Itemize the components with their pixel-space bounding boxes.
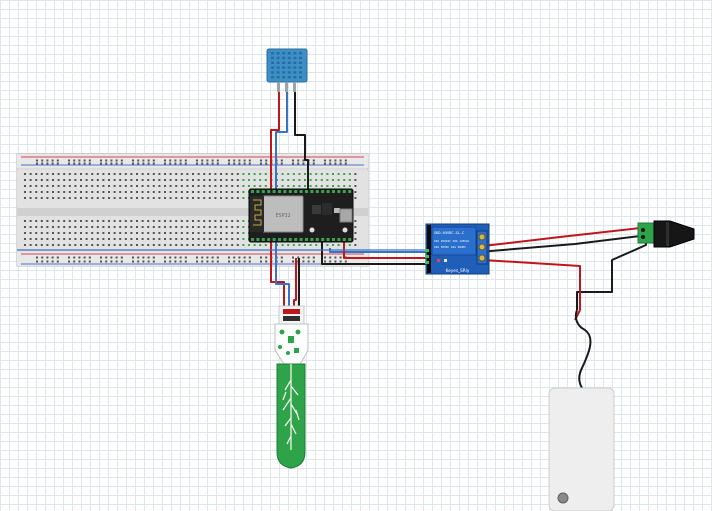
soil-moisture-sensor[interactable] [274,305,309,469]
relay-rating-line-1: 10A 250VAC 10A 125VAC [434,239,470,243]
wire-relay-red [343,238,426,259]
dht-sensor-grille [271,52,302,79]
wires [17,82,647,389]
wire-soil-red [293,258,297,307]
relay-terminal[interactable] [478,233,486,241]
wire-relay-pump-red [482,259,581,321]
esp32-board-text: ESP32 [275,213,290,219]
wire-relay-dcjack-black [477,235,647,310]
wire-dht-black [294,82,309,190]
water-pump[interactable] [548,387,615,511]
dc-power-jack[interactable] [637,220,695,248]
dht-sensor[interactable] [266,48,308,92]
wire-relay-dcjack-red [482,227,641,247]
relay-terminal[interactable] [478,243,486,251]
wire-relay-black [321,238,426,265]
relay-model-text: SRD-05VDC-SL-C [434,231,464,235]
wire-relay-blue [329,248,426,253]
relay-terminal[interactable] [478,254,486,262]
relay-rating-line-2: 10A 30VDC 10A 28VDC [434,245,466,249]
relay-input-pins [425,249,429,264]
relay-module-label: Keyes_SRly [446,268,470,273]
breadboard-top-rail-holes [36,159,347,165]
relay-module[interactable]: SRD-05VDC-SL-C 10A 250VAC 10A 125VAC 10A… [425,223,490,275]
wire-pump-black [574,309,592,389]
pump-outlet [557,492,569,504]
esp32-button[interactable] [309,227,315,233]
esp32-pin-header [251,190,352,241]
esp32-button[interactable] [342,227,348,233]
esp32-board[interactable]: ESP32 [248,188,354,243]
breadboard-bottom-rail-holes [36,256,347,263]
